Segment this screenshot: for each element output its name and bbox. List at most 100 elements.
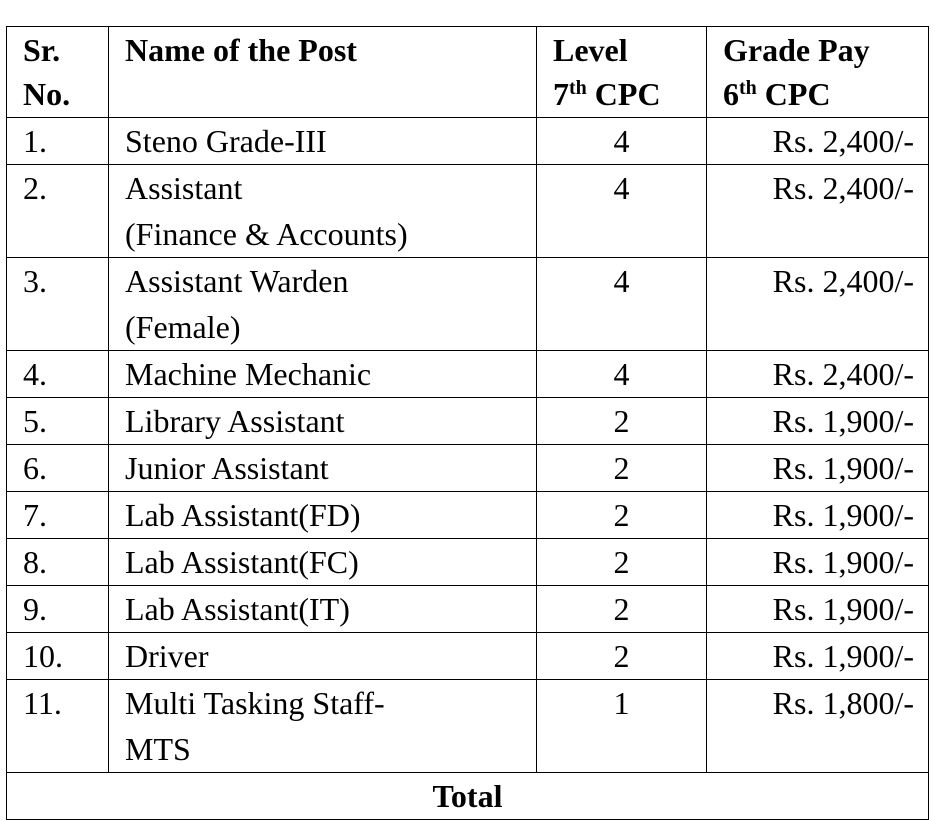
- header-cell: Level 7th CPC: [536, 26, 707, 118]
- header-text: No.: [23, 76, 71, 112]
- ordinal-suffix: th: [739, 77, 757, 99]
- table-row: 3. Assistant Warden (Female) 4 Rs. 2,400/-: [6, 257, 929, 351]
- table-cell: Assistant Warden (Female): [108, 257, 537, 351]
- cell-text: Multi Tasking Staff-: [125, 685, 385, 721]
- table-row: 2. Assistant (Finance & Accounts) 4 Rs. 2,40…: [6, 164, 929, 258]
- cell-text: Rs. 2,400/-: [772, 170, 914, 206]
- post-table: Sr. No. Name of the Post Level 7th CPC Grade …: [6, 26, 929, 820]
- cell-text: 2: [613, 544, 630, 580]
- table-cell: 4.: [6, 350, 109, 398]
- table-cell: 6.: [6, 444, 109, 492]
- cell-text: (Female): [125, 309, 241, 345]
- header-text: CPC: [594, 76, 661, 112]
- cell-text: MTS: [125, 731, 191, 767]
- table-cell: Machine Mechanic: [108, 350, 537, 398]
- cell-text: 4.: [23, 356, 47, 392]
- table-cell: 3.: [6, 257, 109, 351]
- table-cell: Assistant (Finance & Accounts): [108, 164, 537, 258]
- cell-text: 2: [613, 450, 630, 486]
- table-cell: 9.: [6, 585, 109, 633]
- table-cell: 2.: [6, 164, 109, 258]
- cell-text: Junior Assistant: [125, 450, 329, 486]
- cell-text: Rs. 1,900/-: [772, 544, 914, 580]
- cell-text: Rs. 2,400/-: [772, 123, 914, 159]
- table-cell: Junior Assistant: [108, 444, 537, 492]
- table-cell: 4: [536, 350, 707, 398]
- table-cell: Steno Grade-III: [108, 117, 537, 165]
- table-cell: Rs. 2,400/-: [706, 350, 929, 398]
- cell-text: 4: [613, 263, 630, 299]
- table-cell: Rs. 1,800/-: [706, 679, 929, 773]
- cell-text: 2: [613, 638, 630, 674]
- table-cell: 4: [536, 117, 707, 165]
- header-text: Name of the Post: [125, 32, 357, 68]
- table-cell: Rs. 1,900/-: [706, 585, 929, 633]
- cell-text: 11.: [23, 685, 62, 721]
- cell-text: Lab Assistant(FC): [125, 544, 359, 580]
- cell-text: 6.: [23, 450, 47, 486]
- table-cell: 10.: [6, 632, 109, 680]
- table-cell: Lab Assistant(FC): [108, 538, 537, 586]
- table-cell: Rs. 1,900/-: [706, 397, 929, 445]
- cell-text: 2.: [23, 170, 47, 206]
- cell-text: 10.: [23, 638, 63, 674]
- table-cell: 7.: [6, 491, 109, 539]
- cell-text: Assistant Warden: [125, 263, 349, 299]
- table-row: 6. Junior Assistant 2 Rs. 1,900/-: [6, 444, 929, 492]
- table-cell: Lab Assistant(FD): [108, 491, 537, 539]
- header-text: CPC: [764, 76, 831, 112]
- header-cell: Sr. No.: [6, 26, 109, 118]
- cell-text: Steno Grade-III: [125, 123, 327, 159]
- header-text: Level: [553, 32, 628, 68]
- cell-text: 2: [613, 591, 630, 627]
- header-row: Sr. No. Name of the Post Level 7th CPC Grade …: [6, 26, 929, 118]
- cell-text: Rs. 2,400/-: [772, 263, 914, 299]
- table-cell: Driver: [108, 632, 537, 680]
- header-text: Grade Pay: [723, 32, 870, 68]
- table-row: 11. Multi Tasking Staff- MTS 1 Rs. 1,800/-: [6, 679, 929, 773]
- cell-text: 9.: [23, 591, 47, 627]
- table-cell: Rs. 1,900/-: [706, 538, 929, 586]
- table-cell: 8.: [6, 538, 109, 586]
- table-cell: 5.: [6, 397, 109, 445]
- table-cell: Rs. 1,900/-: [706, 632, 929, 680]
- cell-text: 4: [613, 170, 630, 206]
- cell-text: Rs. 1,900/-: [772, 638, 914, 674]
- cell-text: 8.: [23, 544, 47, 580]
- cell-text: Rs. 2,400/-: [772, 356, 914, 392]
- table-row: 4. Machine Mechanic 4 Rs. 2,400/-: [6, 350, 929, 398]
- cell-text: Lab Assistant(IT): [125, 591, 350, 627]
- table-row: 9. Lab Assistant(IT) 2 Rs. 1,900/-: [6, 585, 929, 633]
- table-cell: Multi Tasking Staff- MTS: [108, 679, 537, 773]
- total-cell: Total: [6, 772, 929, 820]
- header-text: Sr.: [23, 32, 61, 68]
- cell-text: Rs. 1,800/-: [772, 685, 914, 721]
- table-cell: 2: [536, 444, 707, 492]
- table-cell: 1: [536, 679, 707, 773]
- table-cell: Lab Assistant(IT): [108, 585, 537, 633]
- table-cell: 2: [536, 491, 707, 539]
- cell-text: (Finance & Accounts): [125, 216, 408, 252]
- table-cell: 4: [536, 164, 707, 258]
- cell-text: 1: [613, 685, 630, 721]
- table-cell: 2: [536, 538, 707, 586]
- table-cell: 4: [536, 257, 707, 351]
- table-cell: 1.: [6, 117, 109, 165]
- table-cell: 2: [536, 585, 707, 633]
- cell-text: Lab Assistant(FD): [125, 497, 361, 533]
- cell-text: 2: [613, 497, 630, 533]
- ordinal-suffix: th: [569, 77, 587, 99]
- table-cell: Library Assistant: [108, 397, 537, 445]
- table-cell: Rs. 2,400/-: [706, 164, 929, 258]
- cell-text: Driver: [125, 638, 209, 674]
- cell-text: 5.: [23, 403, 47, 439]
- cell-text: Rs. 1,900/-: [772, 403, 914, 439]
- table-cell: 2: [536, 632, 707, 680]
- cell-text: Rs. 1,900/-: [772, 450, 914, 486]
- table-row: 10. Driver 2 Rs. 1,900/-: [6, 632, 929, 680]
- cell-text: Assistant: [125, 170, 243, 206]
- table-row: 8. Lab Assistant(FC) 2 Rs. 1,900/-: [6, 538, 929, 586]
- ordinal: 6: [723, 76, 739, 112]
- header-cell: Grade Pay 6th CPC: [706, 26, 929, 118]
- cell-text: 1.: [23, 123, 47, 159]
